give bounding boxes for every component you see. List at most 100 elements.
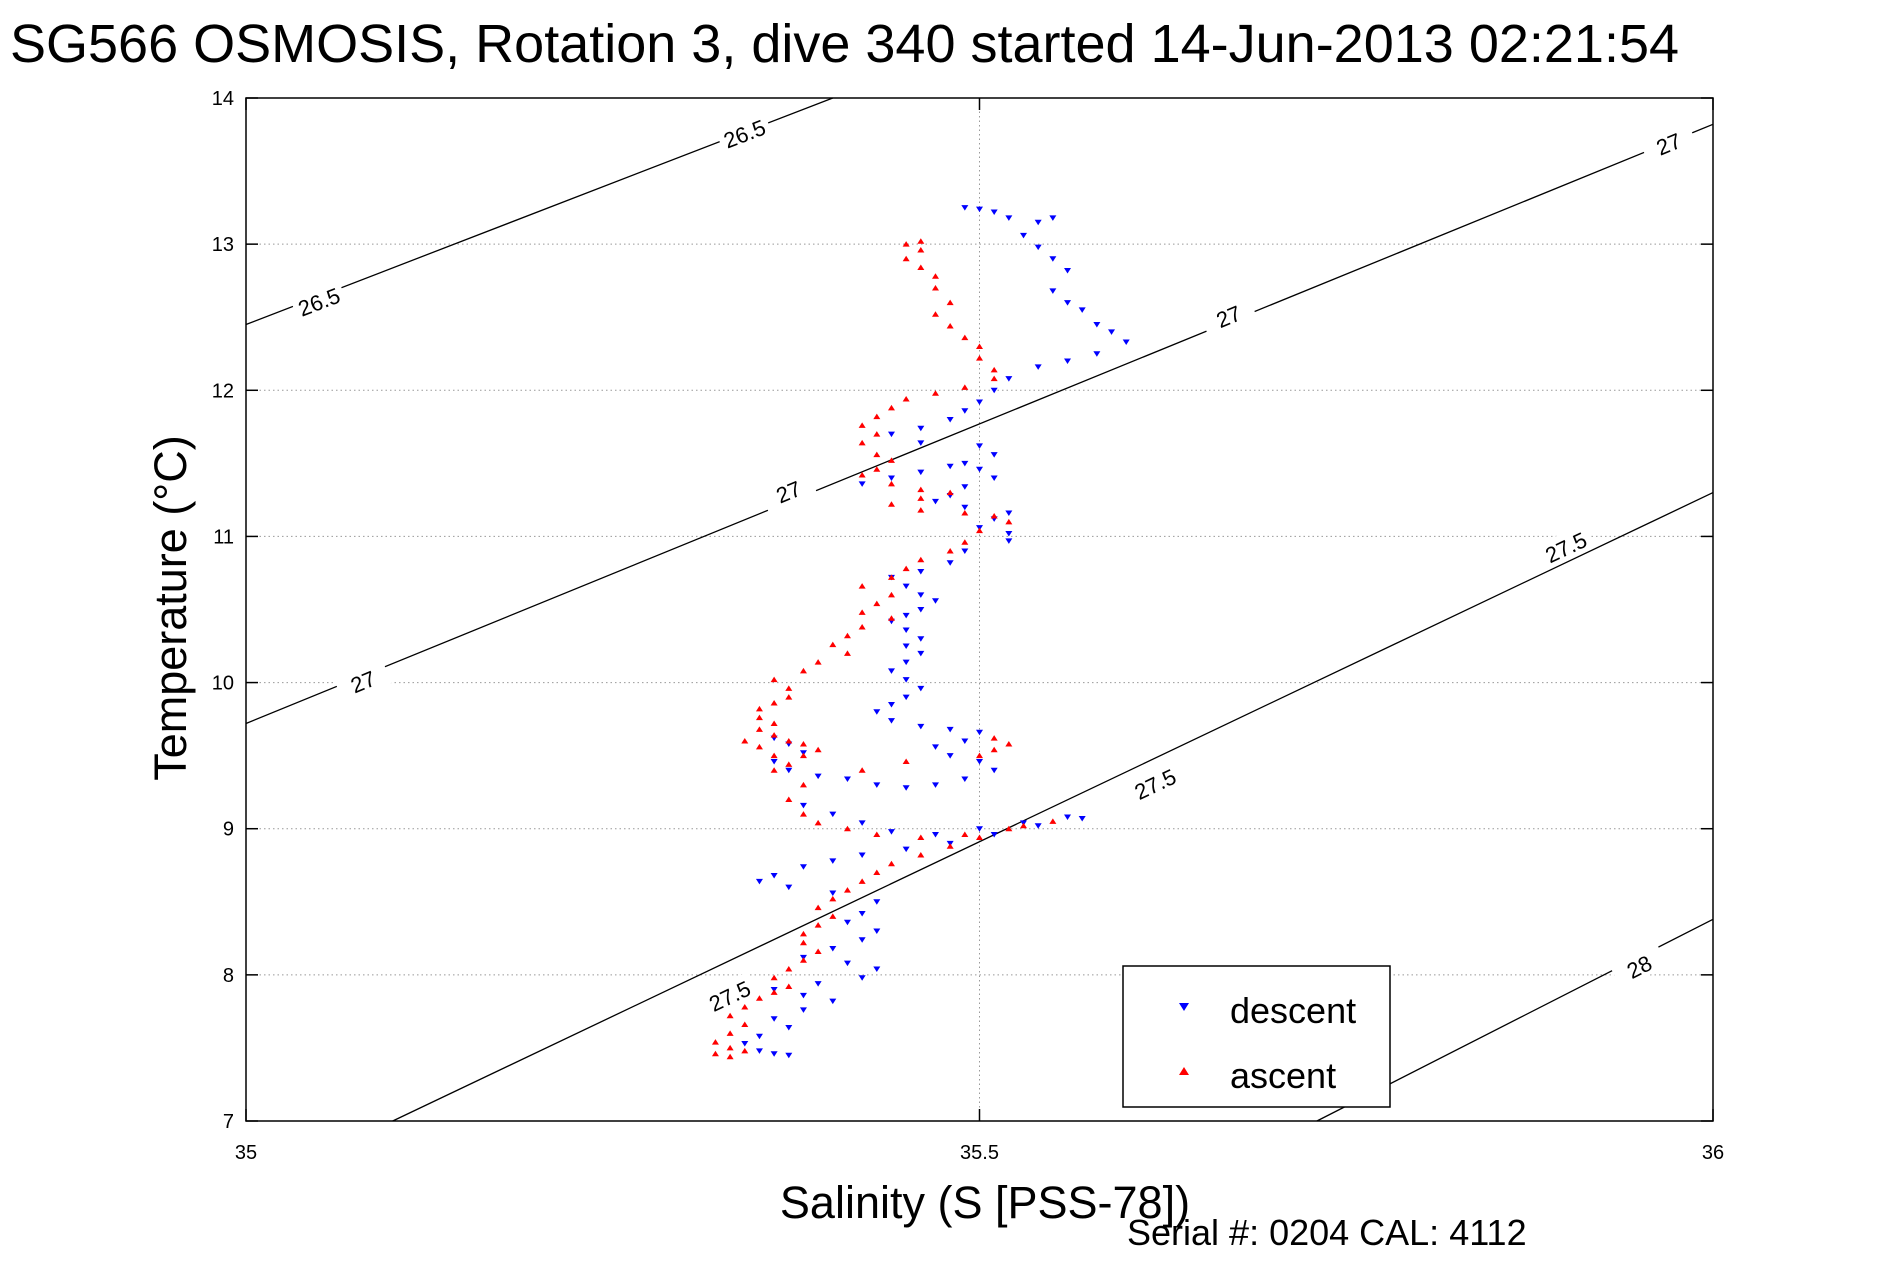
descent-point [961, 776, 969, 783]
contour-label: 27 [1199, 293, 1258, 338]
y-tick-label: 10 [212, 673, 234, 695]
descent-point [961, 504, 969, 511]
ascent-point [931, 284, 939, 291]
y-tick-label: 8 [223, 965, 234, 987]
descent-point [755, 1033, 763, 1040]
contour-label-bg [759, 468, 818, 513]
ascent-point [976, 527, 983, 534]
ascent-point [961, 831, 969, 838]
ascent-point [902, 241, 910, 247]
descent-point [858, 937, 866, 943]
descent-point [917, 650, 925, 657]
descent-point [858, 910, 866, 917]
descent-point [946, 753, 954, 759]
ascent-point [829, 913, 837, 919]
descent-point [961, 738, 969, 745]
descent-point [887, 668, 895, 674]
ascent-point [770, 700, 778, 706]
ascent-point [726, 1044, 734, 1051]
contour-label: 26.5 [289, 279, 348, 323]
descent-point [1034, 219, 1042, 226]
descent-point [976, 206, 983, 213]
contour-label-bg [1199, 293, 1258, 338]
ascent-point [726, 1012, 734, 1019]
ascent-point [961, 334, 969, 341]
descent-point [1093, 322, 1101, 328]
contour-label-bg [1639, 121, 1698, 165]
descent-point [887, 475, 895, 481]
descent-point [976, 758, 983, 765]
ascent-point [799, 752, 807, 759]
ascent-point [799, 781, 807, 788]
descent-point [976, 729, 983, 736]
descent-point [917, 723, 925, 730]
descent-point [961, 484, 969, 490]
ascent-point [858, 439, 866, 446]
ascent-point [799, 811, 807, 817]
descent-point [902, 643, 910, 650]
descent-point [931, 744, 939, 750]
descent-point [1108, 329, 1116, 335]
descent-point [902, 612, 910, 619]
ascent-point [990, 735, 998, 741]
ascent-point [873, 600, 881, 607]
ascent-point [887, 591, 895, 598]
contour-label-text: 26.5 [720, 115, 769, 154]
contour-label-bg [333, 658, 392, 703]
ascent-point [711, 1050, 719, 1057]
contour-26.5: 26.5 26.5 [245, 97, 834, 326]
descent-point [873, 782, 881, 788]
ascent-point [770, 767, 778, 773]
ascent-point [917, 238, 925, 244]
ascent-point [873, 451, 881, 458]
descent-point [931, 498, 939, 505]
ascent-point [858, 422, 866, 428]
ascent-point [1005, 740, 1013, 747]
ascent-point [785, 694, 793, 700]
x-tick-label: 35 [235, 1142, 257, 1164]
y-tick-label: 13 [212, 234, 234, 256]
ascent-point [858, 767, 866, 773]
ascent-point [785, 966, 793, 972]
ascent-point [917, 246, 925, 253]
descent-point [799, 1007, 807, 1013]
ascent-point [770, 720, 778, 726]
descent-point [931, 598, 939, 604]
descent-point [1064, 814, 1072, 821]
contour-27.5: 27.527.527.5 [392, 491, 1714, 1122]
ascent-point [917, 507, 925, 513]
ascent-point [887, 574, 895, 580]
contour-label-bg [1125, 760, 1184, 806]
ascent-point [902, 565, 910, 572]
descent-point [858, 975, 866, 981]
contour-label: 27 [759, 468, 818, 513]
descent-point [990, 832, 998, 838]
descent-point [1064, 300, 1072, 306]
descent-point [770, 1051, 778, 1057]
ascent-point [917, 264, 925, 271]
ascent-point [843, 825, 851, 832]
ascent-point [946, 299, 954, 306]
ascent-point [946, 322, 954, 329]
descent-point [1049, 288, 1057, 294]
ascent-point [976, 343, 983, 349]
descent-point [961, 548, 969, 555]
legend-ascent-marker [1179, 1067, 1189, 1075]
ascent-point [917, 556, 925, 563]
descent-point [976, 399, 983, 405]
ascent-point [902, 255, 910, 262]
ascent-point [814, 948, 822, 954]
ascent-point [741, 1004, 749, 1010]
ascent-point [887, 501, 895, 507]
ascent-point [755, 743, 763, 750]
descent-point [1093, 351, 1101, 357]
descent-point [770, 758, 778, 765]
descent-point [1078, 815, 1086, 822]
descent-point [770, 1016, 778, 1022]
ascent-point [1005, 825, 1013, 832]
descent-point [887, 829, 895, 835]
ascent-point [711, 1039, 719, 1045]
axis-ticks: 35 35.5 36 7 8 9 10 11 12 13 14 [212, 88, 1724, 1164]
descent-point [741, 1041, 749, 1047]
ascent-point [858, 624, 866, 630]
